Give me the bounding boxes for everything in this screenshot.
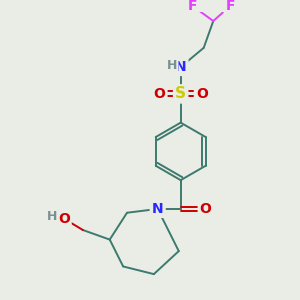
Text: O: O <box>200 202 212 216</box>
Text: O: O <box>196 87 208 101</box>
Text: O: O <box>58 212 70 226</box>
Text: S: S <box>175 86 186 101</box>
Text: H: H <box>167 58 177 72</box>
Text: O: O <box>154 87 166 101</box>
Text: N: N <box>152 202 164 216</box>
Text: F: F <box>226 0 235 13</box>
Text: H: H <box>47 210 57 223</box>
Text: N: N <box>175 60 187 74</box>
Text: F: F <box>188 0 197 13</box>
Text: N: N <box>152 202 164 216</box>
